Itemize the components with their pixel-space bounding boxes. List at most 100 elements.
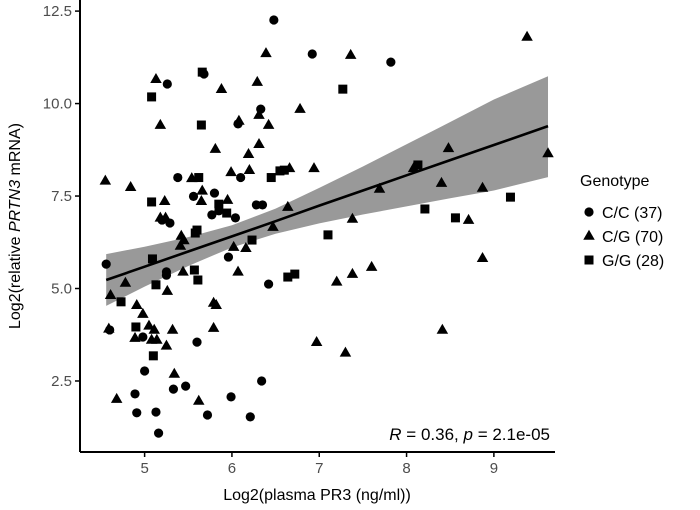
data-point-circle xyxy=(101,259,111,269)
data-point-circle xyxy=(245,412,255,422)
data-point-triangle xyxy=(310,335,323,346)
data-point-square xyxy=(338,84,348,94)
data-point-circle xyxy=(153,428,164,438)
y-title-part-3: mRNA) xyxy=(7,123,24,180)
data-point-triangle xyxy=(99,174,112,185)
data-point-triangle xyxy=(253,108,265,119)
data-point-triangle xyxy=(476,181,489,192)
data-point-triangle xyxy=(346,267,359,278)
data-point-square xyxy=(193,275,203,285)
data-point-triangle xyxy=(476,251,489,262)
x-tick-label: 7 xyxy=(315,460,323,477)
data-point-square xyxy=(147,197,157,207)
data-point-square xyxy=(222,208,232,218)
legend-label-cc: C/C (37) xyxy=(602,205,662,222)
legend-label-cg: C/G (70) xyxy=(602,229,663,246)
data-point-square xyxy=(413,160,423,170)
data-point-triangle xyxy=(131,298,143,309)
data-point-circle xyxy=(192,337,202,347)
data-point-triangle xyxy=(344,48,357,59)
data-point-triangle xyxy=(227,240,240,251)
data-point-triangle xyxy=(242,148,255,159)
data-point-triangle xyxy=(124,180,137,191)
data-point-triangle xyxy=(373,182,386,193)
legend-label-gg: G/G (28) xyxy=(602,253,664,270)
data-point-triangle xyxy=(143,319,155,330)
data-point-circle xyxy=(162,79,172,89)
data-point-square xyxy=(505,192,515,202)
data-point-triangle xyxy=(150,72,162,83)
data-point-triangle xyxy=(137,307,149,318)
data-point-triangle xyxy=(178,234,190,245)
data-point-triangle xyxy=(267,220,279,231)
legend-key-square xyxy=(584,255,594,265)
data-point-triangle xyxy=(110,392,123,403)
data-point-square xyxy=(420,204,430,214)
data-point-circle xyxy=(161,270,172,280)
legend-key-circle xyxy=(584,207,594,217)
data-point-triangle xyxy=(160,339,173,350)
legend: Genotype C/C (37) C/G (70) G/G (28) xyxy=(580,173,664,270)
data-point-square xyxy=(148,351,158,361)
data-point-triangle xyxy=(330,275,343,286)
y-title-part-2: PRTN3 xyxy=(7,180,24,232)
x-tick-label: 8 xyxy=(402,460,410,477)
data-point-circle xyxy=(202,410,213,420)
data-point-triangle xyxy=(209,142,222,153)
data-point-triangle xyxy=(166,323,179,334)
data-point-triangle xyxy=(233,114,245,125)
data-point-square xyxy=(266,173,276,183)
data-point-square xyxy=(247,235,257,245)
data-point-square xyxy=(116,297,126,307)
x-axis-title: Log2(plasma PR3 (ng/ml)) xyxy=(223,487,411,504)
data-point-circle xyxy=(168,384,179,394)
data-point-triangle xyxy=(168,367,181,378)
data-point-triangle xyxy=(542,147,554,158)
data-point-circle xyxy=(140,366,150,376)
data-point-circle xyxy=(181,381,191,391)
data-point-circle xyxy=(130,389,140,399)
data-point-triangle xyxy=(221,193,234,204)
data-point-circle xyxy=(132,408,142,418)
data-point-triangle xyxy=(282,200,294,211)
y-tick-label: 7.5 xyxy=(51,188,72,205)
data-point-triangle xyxy=(442,142,455,153)
data-point-triangle xyxy=(104,288,117,299)
data-point-circle xyxy=(264,279,274,289)
data-point-triangle xyxy=(154,118,167,129)
data-point-circle xyxy=(307,49,317,59)
data-point-triangle xyxy=(158,195,171,206)
data-point-circle xyxy=(173,172,183,183)
data-point-triangle xyxy=(240,241,252,252)
data-point-square xyxy=(189,265,199,275)
stat-annotation: R = 0.36, p = 2.1e-05 xyxy=(389,425,550,444)
data-point-triangle xyxy=(151,333,163,344)
y-title-part-1: Log2(relative xyxy=(7,232,24,329)
data-point-triangle xyxy=(161,284,174,295)
data-point-circle xyxy=(236,172,246,183)
p-label: p xyxy=(463,425,473,444)
data-point-square xyxy=(450,213,460,223)
data-point-circle xyxy=(138,332,148,342)
data-point-square xyxy=(290,269,300,279)
data-point-circle xyxy=(226,392,236,402)
data-point-triangle xyxy=(346,212,359,223)
data-point-triangle xyxy=(253,138,265,149)
data-point-square xyxy=(147,92,157,102)
data-point-triangle xyxy=(308,162,320,173)
data-point-circle xyxy=(188,191,199,202)
data-point-circle xyxy=(223,252,234,262)
data-point-triangle xyxy=(436,323,449,334)
data-point-triangle xyxy=(243,163,256,174)
r-value: = 0.36, xyxy=(402,425,464,444)
data-point-triangle xyxy=(148,323,160,334)
data-point-circle xyxy=(151,407,161,417)
y-axis-title: Log2(relative PRTN3 mRNA) xyxy=(7,123,24,329)
data-point-triangle xyxy=(339,346,352,357)
data-point-triangle xyxy=(462,213,475,224)
data-point-triangle xyxy=(232,265,244,276)
data-point-circle xyxy=(207,210,217,220)
data-point-triangle xyxy=(193,394,205,405)
y-tick-label: 2.5 xyxy=(51,373,72,390)
